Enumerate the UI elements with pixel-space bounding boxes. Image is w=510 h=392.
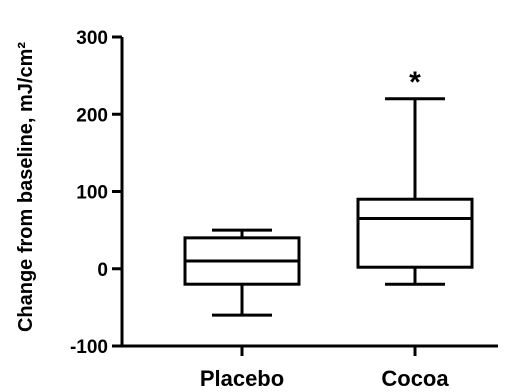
boxes xyxy=(183,97,474,317)
x-axis: Placebo Cocoa xyxy=(122,344,498,391)
y-tick-label: 300 xyxy=(76,28,108,49)
box-cocoa xyxy=(356,97,474,286)
y-axis: -100 0 100 200 300 xyxy=(70,28,124,358)
box-placebo xyxy=(183,228,301,317)
annotations: * xyxy=(409,66,421,99)
iqr-box xyxy=(356,197,474,269)
y-tick-label: 200 xyxy=(76,105,108,126)
x-category-label: Placebo xyxy=(200,366,284,391)
y-tick-label: 100 xyxy=(76,183,108,204)
x-category-label: Cocoa xyxy=(381,366,449,391)
y-axis-title: Change from baseline, mJ/cm² xyxy=(15,42,37,332)
y-tick-label: -100 xyxy=(70,337,108,358)
y-tick-label: 0 xyxy=(97,260,108,281)
significance-marker: * xyxy=(409,66,421,99)
